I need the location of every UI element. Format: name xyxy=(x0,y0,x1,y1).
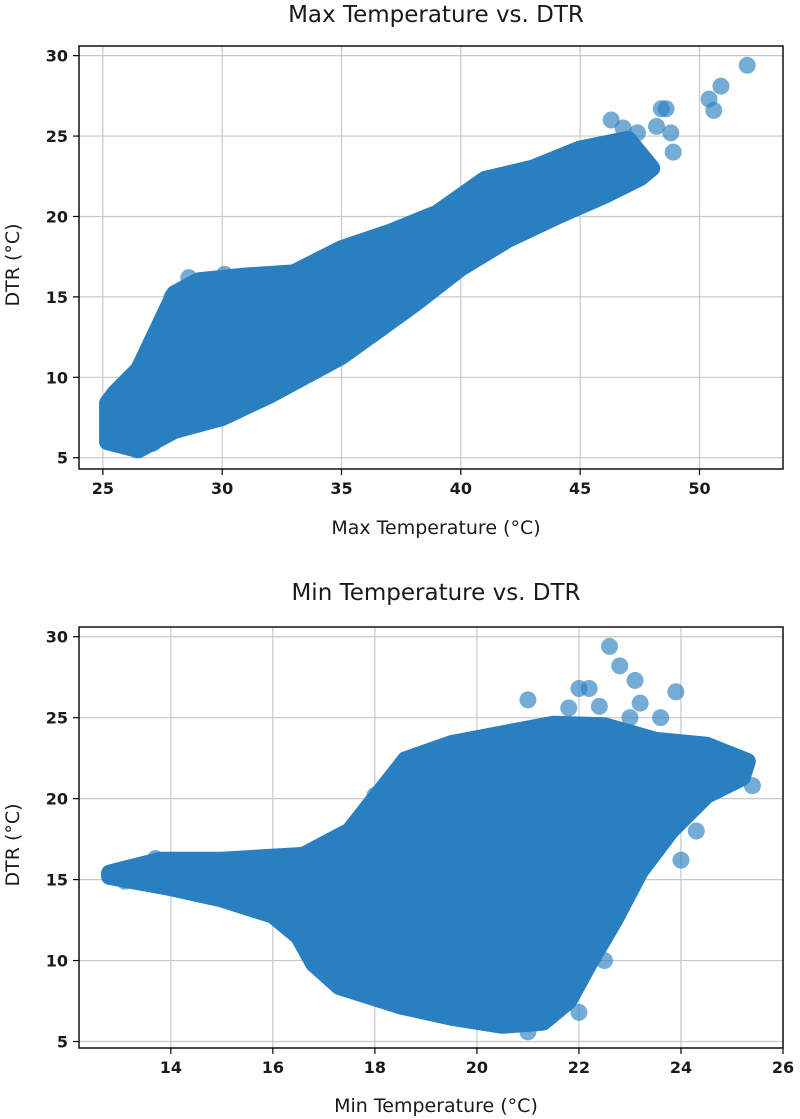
scatter-point xyxy=(396,751,414,769)
y-tick-label: 30 xyxy=(46,47,68,66)
scatter-point xyxy=(662,124,680,142)
scatter-point xyxy=(628,124,646,142)
scatter-point xyxy=(667,683,685,701)
chart-max-temp-vs-dtr: Max Temperature vs. DTR Max Temperature … xyxy=(2,2,784,539)
scatter-point xyxy=(580,680,598,698)
scatter-point xyxy=(127,441,145,459)
x-tick-label: 35 xyxy=(330,479,352,498)
scatter-point xyxy=(664,143,682,161)
scatter-point xyxy=(306,254,324,272)
scatter-point xyxy=(590,697,608,715)
y-tick-label: 20 xyxy=(46,207,68,226)
scatter-point xyxy=(631,694,649,712)
scatter-point xyxy=(488,170,506,188)
scatter-point xyxy=(305,955,323,973)
scatter-point-cloud xyxy=(101,715,756,1034)
scatter-point xyxy=(648,117,666,135)
x-tick-label: 45 xyxy=(569,479,591,498)
x-tick-label: 18 xyxy=(364,1058,386,1077)
scatter-point xyxy=(126,866,144,884)
scatter-point xyxy=(144,434,162,452)
x-tick-label: 14 xyxy=(160,1058,182,1077)
y-tick-label: 25 xyxy=(46,127,68,146)
scatter-point xyxy=(519,691,537,709)
y-tick-label: 20 xyxy=(46,790,68,809)
scatter-point xyxy=(614,119,632,137)
y-tick-label: 5 xyxy=(57,449,68,468)
scatter-point xyxy=(315,838,333,856)
y-axis-label: DTR (°C) xyxy=(2,223,24,306)
y-tick-label: 25 xyxy=(46,709,68,728)
y-tick-label: 10 xyxy=(46,952,68,971)
scatter-point xyxy=(216,265,234,283)
scatter-point xyxy=(274,853,292,871)
y-tick-label: 15 xyxy=(46,288,68,307)
y-tick-label: 15 xyxy=(46,871,68,890)
x-axis-label: Min Temperature (°C) xyxy=(334,1095,538,1117)
scatter-point xyxy=(687,822,705,840)
scatter-point xyxy=(101,866,119,884)
x-tick-label: 26 xyxy=(772,1058,794,1077)
scatter-point xyxy=(705,101,723,119)
y-axis-label: DTR (°C) xyxy=(2,803,24,886)
scatter-point xyxy=(652,709,670,727)
scatter-point xyxy=(738,56,756,74)
scatter-point xyxy=(366,786,384,804)
scatter-point-cloud xyxy=(99,130,661,459)
y-tick-label: 30 xyxy=(46,628,68,647)
scatter-point xyxy=(602,111,620,129)
scatter-point xyxy=(99,396,117,414)
scatter-point xyxy=(560,699,578,717)
x-axis-label: Max Temperature (°C) xyxy=(331,517,540,539)
scatter-point xyxy=(106,425,124,443)
chart-title: Max Temperature vs. DTR xyxy=(288,2,584,28)
y-tick-label: 10 xyxy=(46,368,68,387)
chart-min-temp-vs-dtr: Min Temperature vs. DTR Min Temperature … xyxy=(2,580,794,1117)
x-tick-label: 22 xyxy=(568,1058,590,1077)
scatter-point xyxy=(672,851,690,869)
x-tick-label: 40 xyxy=(450,479,472,498)
scatter-point xyxy=(595,952,613,970)
plot-frame xyxy=(78,45,784,470)
scatter-point xyxy=(621,709,639,727)
chart-title: Min Temperature vs. DTR xyxy=(291,580,580,606)
scatter-point xyxy=(163,288,181,306)
x-tick-label: 30 xyxy=(211,479,233,498)
scatter-point xyxy=(570,1003,588,1021)
scatter-point xyxy=(611,657,629,675)
scatter-point xyxy=(170,420,188,438)
scatter-point xyxy=(601,637,619,655)
x-tick-label: 16 xyxy=(262,1058,284,1077)
scatter-point xyxy=(626,671,644,689)
scatter-point xyxy=(147,850,165,868)
scatter-point xyxy=(712,77,730,95)
scatter-point xyxy=(743,777,761,795)
scatter-point xyxy=(657,100,675,118)
scatter-point xyxy=(249,272,267,290)
x-tick-label: 50 xyxy=(688,479,710,498)
x-tick-label: 25 xyxy=(92,479,114,498)
x-tick-label: 24 xyxy=(670,1058,692,1077)
scatter-point xyxy=(519,1023,537,1041)
x-tick-label: 20 xyxy=(466,1058,488,1077)
scatter-point xyxy=(180,269,198,287)
plot-frame xyxy=(78,626,784,1049)
scatter-point xyxy=(345,825,363,843)
y-tick-label: 5 xyxy=(57,1033,68,1052)
